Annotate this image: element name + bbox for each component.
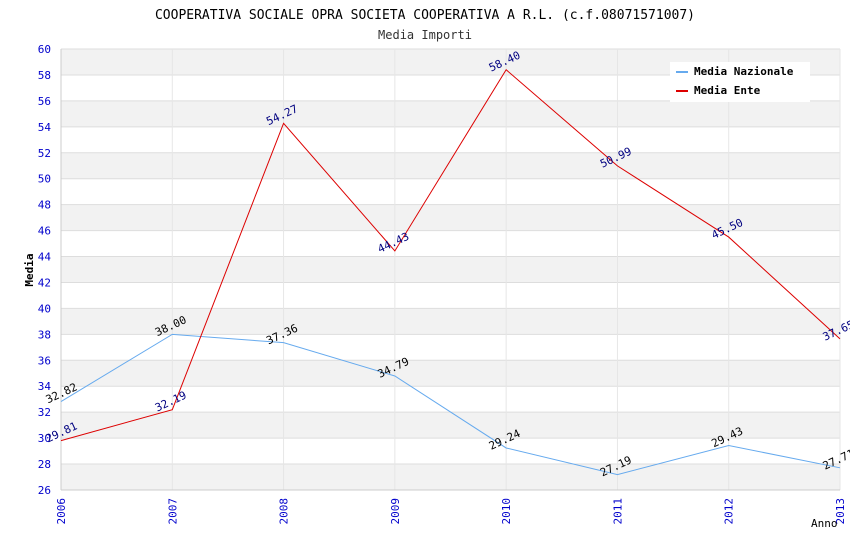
series-line-media-ente: [60, 68, 841, 442]
x-tick-label: 2013: [834, 498, 847, 525]
y-tick-label: 42: [38, 276, 51, 289]
legend: Media Nazionale Media Ente: [670, 62, 810, 102]
y-tick-labels: 26 28 30 32 34 36 38 40 42 44 46 48 50 52 54 56 58 60: [38, 43, 52, 497]
grid-band: [61, 412, 840, 439]
y-tick-label: 52: [38, 147, 51, 160]
y-axis-title: Media: [23, 253, 36, 286]
chart-subtitle: Media Importi: [378, 28, 472, 42]
grid-band: [61, 256, 840, 283]
grid-band: [61, 386, 840, 413]
legend-label-media-ente: Media Ente: [694, 84, 761, 97]
y-tick-label: 44: [38, 251, 52, 264]
legend-box: [670, 62, 810, 102]
grid-band: [61, 230, 840, 257]
series-group: [60, 68, 841, 476]
grid-band: [61, 308, 840, 335]
y-tick-label: 26: [38, 484, 51, 497]
y-tick-label: 28: [38, 458, 51, 471]
y-tick-label: 30: [38, 432, 51, 445]
chart-title: COOPERATIVA SOCIALE OPRA SOCIETA COOPERA…: [155, 8, 695, 23]
x-tick-label: 2007: [166, 498, 179, 525]
plot-background: [61, 49, 840, 490]
y-tick-label: 48: [38, 199, 51, 212]
y-tick-label: 60: [38, 43, 51, 56]
grid-band: [61, 282, 840, 309]
grid-band: [61, 464, 840, 490]
grid-band: [61, 438, 840, 465]
y-tick-label: 38: [38, 328, 51, 341]
x-tick-label: 2011: [611, 498, 624, 525]
series-line-media-nazionale: [60, 333, 841, 476]
x-tick-label: 2012: [723, 498, 736, 525]
legend-label-media-nazionale: Media Nazionale: [694, 65, 794, 78]
x-tick-labels: 2006 2007 2008 2009 2010 2011 2012 2013: [55, 498, 847, 525]
grid-band: [61, 334, 840, 361]
y-tick-label: 46: [38, 225, 51, 238]
x-tick-label: 2006: [55, 498, 68, 525]
x-tick-label: 2009: [389, 498, 402, 525]
grid-band: [61, 178, 840, 205]
grid-band: [61, 126, 840, 153]
grid-band: [61, 360, 840, 387]
y-tick-label: 32: [38, 406, 51, 419]
y-tick-label: 50: [38, 173, 51, 186]
grid-band: [61, 204, 840, 231]
x-tick-label: 2008: [278, 498, 291, 525]
grid-band: [61, 152, 840, 179]
y-tick-label: 54: [38, 121, 52, 134]
y-tick-label: 34: [38, 380, 52, 393]
x-axis-title: Anno: [811, 517, 838, 530]
y-tick-label: 58: [38, 69, 51, 82]
y-tick-label: 40: [38, 302, 51, 315]
x-tick-label: 2010: [500, 498, 513, 525]
y-tick-label: 36: [38, 354, 51, 367]
grid-band: [61, 100, 840, 127]
y-tick-label: 56: [38, 95, 51, 108]
